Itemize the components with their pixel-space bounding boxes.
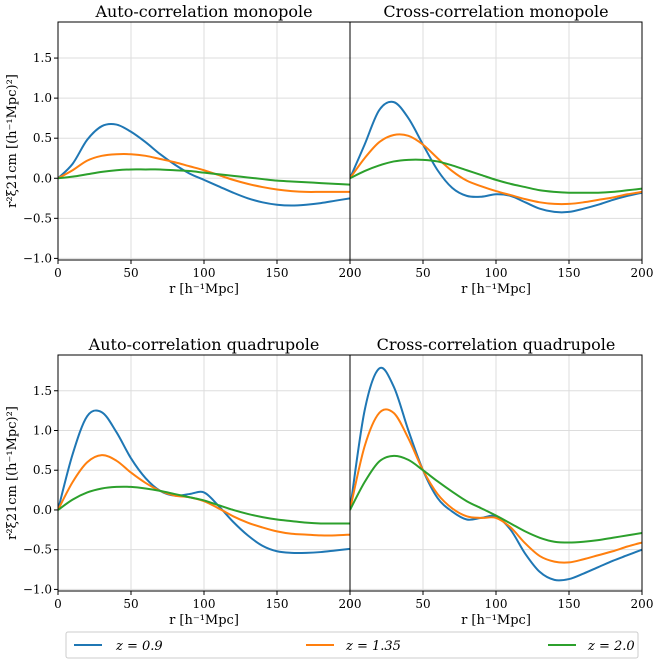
x-axis-label: r [h⁻¹Mpc] bbox=[461, 282, 531, 297]
series-line-2 bbox=[58, 168, 350, 186]
series-line-1 bbox=[350, 133, 642, 206]
x-tick-label: 100 bbox=[193, 266, 216, 280]
series-line-1 bbox=[350, 408, 642, 564]
y-tick-label: −0.5 bbox=[23, 543, 52, 557]
y-tick-label: −1.0 bbox=[23, 582, 52, 596]
x-tick-label: 200 bbox=[339, 266, 362, 280]
x-tick-label: 100 bbox=[485, 597, 508, 611]
series-line-2 bbox=[58, 485, 350, 525]
x-tick-label: 0 bbox=[54, 597, 62, 611]
legend: z = 0.9 z = 1.35 z = 2.0 bbox=[65, 631, 639, 659]
x-tick-label: 200 bbox=[339, 597, 362, 611]
y-tick-label: 0.5 bbox=[33, 131, 52, 145]
panel-title: Auto-correlation monopole bbox=[94, 2, 312, 21]
series-line-0 bbox=[58, 123, 350, 207]
series-line-2 bbox=[350, 454, 642, 544]
legend-frame bbox=[65, 631, 639, 659]
x-tick-label: 100 bbox=[193, 597, 216, 611]
legend-label-z-2.0: z = 2.0 bbox=[587, 639, 635, 654]
y-axis-label: r²ξ21cm [(h⁻¹Mpc)²] bbox=[5, 74, 20, 208]
x-tick-label: 0 bbox=[54, 266, 62, 280]
x-tick-label: 150 bbox=[558, 597, 581, 611]
panel-0: 0 50 100 150 200 −1.0 −0.5 0.0 0.5 1.0 1.5 Auto-cor… bbox=[5, 2, 361, 297]
series-line-0 bbox=[350, 100, 642, 214]
panel-title: Cross-correlation monopole bbox=[383, 2, 608, 21]
y-tick-label: −0.5 bbox=[23, 211, 52, 225]
x-tick-label: 0 bbox=[346, 266, 354, 280]
y-tick-label: 0.0 bbox=[33, 503, 52, 517]
panels: 0 50 100 150 200 −1.0 −0.5 0.0 0.5 1.0 1.5 Auto-cor… bbox=[5, 2, 653, 628]
y-tick-label: −1.0 bbox=[23, 251, 52, 265]
series-line-0 bbox=[58, 409, 350, 555]
series-line-1 bbox=[58, 153, 350, 193]
panel-title: Auto-correlation quadrupole bbox=[88, 335, 320, 354]
x-tick-label: 100 bbox=[485, 266, 508, 280]
x-tick-label: 200 bbox=[631, 597, 654, 611]
y-tick-label: 1.0 bbox=[33, 91, 52, 105]
y-tick-label: 1.0 bbox=[33, 423, 52, 437]
x-tick-label: 200 bbox=[631, 266, 654, 280]
x-tick-label: 50 bbox=[123, 597, 138, 611]
series-line-2 bbox=[350, 158, 642, 194]
panel-2: 0 50 100 150 200 −1.0 −0.5 0.0 0.5 1.0 1.5 Auto-cor… bbox=[5, 335, 361, 628]
panel-title: Cross-correlation quadrupole bbox=[377, 335, 616, 354]
x-tick-label: 150 bbox=[558, 266, 581, 280]
legend-label-z-0.9: z = 0.9 bbox=[115, 639, 163, 654]
legend-label-z-1.35: z = 1.35 bbox=[345, 639, 401, 654]
x-tick-label: 50 bbox=[415, 597, 430, 611]
y-axis-label: r²ξ21cm [(h⁻¹Mpc)²] bbox=[5, 406, 20, 540]
panel-1: 0 50 100 150 200 Cross-correlation monopole r … bbox=[346, 2, 653, 297]
x-tick-label: 0 bbox=[346, 597, 354, 611]
y-tick-label: 0.0 bbox=[33, 171, 52, 185]
x-tick-label: 50 bbox=[123, 266, 138, 280]
x-axis-label: r [h⁻¹Mpc] bbox=[169, 282, 239, 297]
panel-3: 0 50 100 150 200 Cross-correlation quadrupole… bbox=[346, 335, 653, 628]
x-axis-label: r [h⁻¹Mpc] bbox=[461, 613, 531, 628]
x-axis-label: r [h⁻¹Mpc] bbox=[169, 613, 239, 628]
x-tick-label: 150 bbox=[266, 266, 289, 280]
y-tick-label: 1.5 bbox=[33, 384, 52, 398]
y-tick-label: 0.5 bbox=[33, 463, 52, 477]
y-tick-label: 1.5 bbox=[33, 51, 52, 65]
x-tick-label: 150 bbox=[266, 597, 289, 611]
x-tick-label: 50 bbox=[415, 266, 430, 280]
